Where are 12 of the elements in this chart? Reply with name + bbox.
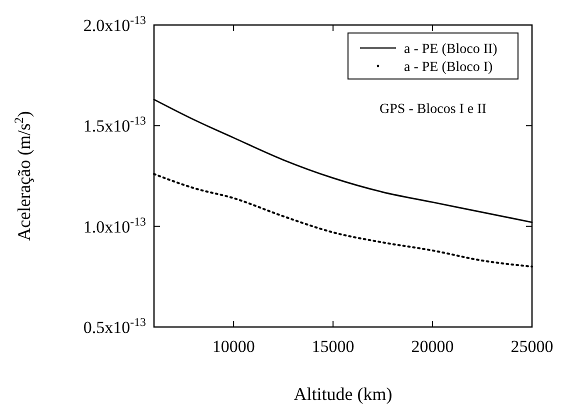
- x-axis-title: Altitude (km): [294, 384, 392, 404]
- legend-label: a - PE (Bloco II): [404, 42, 498, 57]
- annotation: GPS - Blocos I e II: [380, 102, 487, 117]
- y-tick-label: 1.5x10$^{-13}$: [83, 114, 146, 136]
- y-tick-label: 0.5x10$^{-13}$: [83, 315, 146, 337]
- x-tick-label: 25000: [510, 337, 554, 356]
- y-tick-label: 1.0x10$^{-13}$: [83, 214, 146, 236]
- x-tick-label: 10000: [212, 337, 255, 356]
- x-tick-label: 15000: [312, 337, 354, 356]
- x-tick-label: 20000: [411, 337, 454, 356]
- y-tick-label: 2.0x10$^{-13}$: [83, 13, 146, 35]
- text: a - PE (Bloco I): [404, 60, 493, 75]
